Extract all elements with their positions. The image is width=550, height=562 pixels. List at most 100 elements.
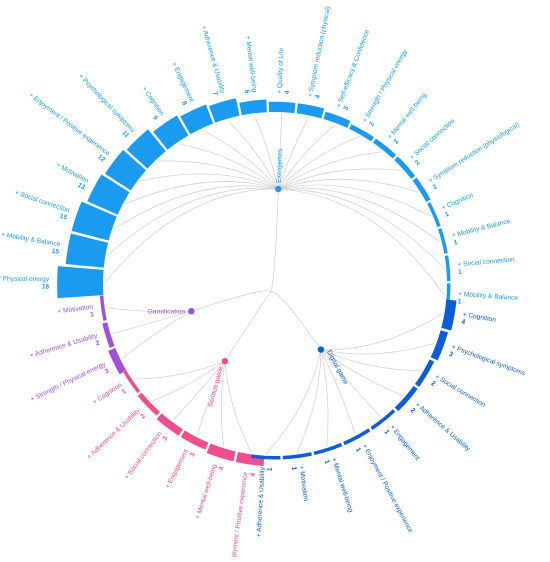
bar [343,428,371,446]
item-count: 3 [343,105,351,111]
item-label-text: + Mental well-being [244,35,258,93]
item-link [113,185,279,230]
item-count: 7 [211,91,219,97]
bar [438,228,448,254]
item-link [278,136,360,190]
item-label: + Adherence & Usability2 [29,332,101,367]
item-link [107,187,279,256]
item-label-text: + Cognition [92,381,124,406]
item-label: + Engagement1 [383,424,421,467]
item-link [278,151,382,190]
item-link [320,349,329,446]
item-count: 3 [104,368,111,376]
item-link [106,307,192,313]
item-label: + Adherence & Usability7 [192,25,226,97]
item-label-text: + Enjoyment / Positive experience [27,92,111,158]
item-count: 2 [430,380,437,388]
item-label-text: + Mental well-being [387,92,428,141]
item-count: 12 [96,154,106,164]
item-label: + Enjoyment / Positive experience4 [229,471,257,557]
item-label-text: + Adherence & Usability [86,407,142,461]
item-count: 1 [121,388,128,396]
item-count: 1 [323,459,331,465]
bar [251,454,281,460]
item-count: 2 [414,159,422,167]
bar [430,330,449,361]
bar [105,149,147,191]
item-link [134,360,226,380]
item-label: + Motivation13 [51,162,90,192]
item-count: 2 [432,183,439,191]
item-label-text: + Engagement [170,61,195,103]
item-count: 4 [461,319,466,327]
group-node [317,346,325,353]
item-label-text: + Adherence & Usability [256,466,267,537]
item-label-text: + Enjoyment / Positive experience [361,443,414,534]
bar [268,101,296,114]
bar [313,442,343,456]
item-link [221,361,226,447]
item-label-text: + Mental well-being [330,457,354,514]
item-link [202,129,279,190]
item-count: 1 [354,447,362,454]
item-label: + Cognition1 [92,381,128,412]
item-link [320,313,443,350]
item-link [121,310,192,359]
bar [323,111,351,128]
item-label: + Self-efficacy & Confidence3 [335,28,378,111]
item-link [227,120,279,190]
item-count: 5 [243,89,250,94]
item-label-text: + Mobility & Balance [1,231,62,248]
item-link [278,124,336,190]
bar [282,452,312,460]
item-link [224,361,252,453]
item-label-text: + Adherence & Usability [414,401,472,453]
item-label: + Social connection1 [457,256,516,276]
bar [102,322,115,348]
item-count: 1 [458,269,463,276]
item-link [296,349,322,453]
item-label-text: + Motivation [57,304,94,316]
bar [441,299,457,331]
item-label: + Symptom reduction (physical)4 [307,6,340,100]
item-link [196,361,226,436]
item-label-text: + Enjoyment / Positive experience [229,471,250,557]
item-label: + Mental well-being1 [323,457,354,516]
item-label: + Social connection2 [409,117,462,166]
bar [87,174,130,215]
item-label-text: + Psychological symptoms [77,73,136,135]
group-link [269,291,322,350]
bar-layer [57,98,457,466]
item-link [320,349,422,372]
bar [71,201,117,241]
bar [235,451,265,466]
group-label: Digital game [325,349,349,386]
item-label-text: + Strength / Physical energy [362,48,409,124]
bar [206,443,236,462]
bar [412,177,431,202]
item-label-text: + Social connection [123,430,163,480]
item-count: 4 [250,472,257,477]
item-label: + Social connection3 [123,430,169,485]
item-link [320,349,404,397]
item-link [178,143,279,190]
item-link [151,360,226,402]
item-label-text: + Self-efficacy & Confidence [335,28,371,108]
item-label: + Psychological symptoms3 [448,344,527,385]
bar [156,413,183,436]
item-label-text: + Adherence & Usability [200,25,226,95]
item-link [320,349,382,418]
item-count: 4 [284,90,291,94]
bar [414,359,435,387]
group-node [275,185,282,193]
item-label-text: + Quality of Life [276,47,285,94]
item-count: 4 [314,94,322,99]
bar [444,255,451,282]
item-count: 1 [267,467,274,471]
item-label: + Social connection15 [11,189,70,221]
item-label: + Quality of Life4 [276,47,292,94]
item-count: 2 [368,121,376,128]
item-label-text: + Psychological symptoms [451,344,527,378]
